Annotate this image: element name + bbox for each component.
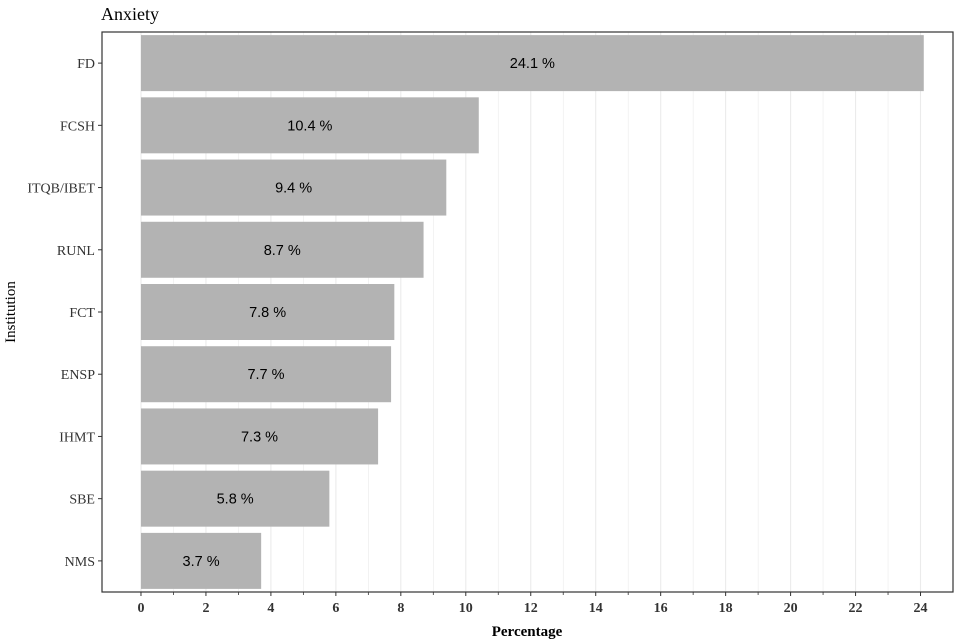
x-tick-label: 0: [137, 601, 144, 616]
bar-fd: [140, 35, 924, 92]
bar-value-label: 7.3 %: [241, 429, 278, 445]
bar-runl: [140, 221, 424, 278]
bar-value-label: 10.4 %: [287, 118, 332, 134]
y-tick-label: IHMT: [59, 430, 95, 445]
x-axis-label: Percentage: [492, 624, 563, 640]
bars: [140, 35, 924, 589]
x-tick-label: 4: [267, 601, 274, 616]
x-tick-label: 12: [524, 601, 538, 616]
bar-value-label: 7.7 %: [247, 367, 284, 383]
x-tick-label: 20: [784, 601, 798, 616]
y-tick-label: ITQB/IBET: [27, 182, 95, 197]
bar-ihmt: [140, 408, 379, 465]
x-tick-label: 14: [589, 601, 603, 616]
bar-itqb-ibet: [140, 159, 447, 216]
bar-ensp: [140, 346, 392, 403]
y-tick-label: FD: [77, 57, 95, 72]
bar-fcsh: [140, 97, 479, 154]
bar-value-label: 7.8 %: [249, 305, 286, 321]
y-tick-label: FCT: [69, 306, 95, 321]
x-axis-ticks: 0 2 4 6 8 10 12 14 16 18 20 22 24: [137, 592, 928, 616]
y-tick-label: SBE: [69, 493, 95, 508]
data-labels: 24.1 % 10.4 % 9.4 % 8.7 % 7.8 % 7.7 % 7.3 % 5.8…: [183, 56, 556, 570]
x-tick-label: 8: [397, 601, 404, 616]
x-tick-label: 6: [332, 601, 339, 616]
x-tick-label: 10: [459, 601, 473, 616]
x-tick-label: 18: [719, 601, 733, 616]
y-tick-label: NMS: [65, 555, 95, 570]
bar-value-label: 5.8 %: [217, 492, 254, 508]
bar-value-label: 8.7 %: [264, 243, 301, 259]
y-axis-label: Institution: [3, 281, 19, 343]
x-tick-label: 16: [654, 601, 668, 616]
bar-fct: [140, 284, 395, 340]
y-tick-label: ENSP: [61, 368, 95, 383]
chart-title: Anxiety: [101, 4, 159, 24]
x-tick-label: 2: [202, 601, 209, 616]
y-tick-label: RUNL: [57, 244, 95, 259]
bar-sbe: [140, 470, 330, 527]
bar-value-label: 24.1 %: [510, 56, 555, 72]
bar-nms: [140, 532, 262, 589]
y-axis-ticks: FD FCSH ITQB/IBET RUNL FCT ENSP IHMT SBE NMS: [27, 57, 102, 570]
bar-value-label: 9.4 %: [275, 181, 312, 197]
x-tick-label: 22: [849, 601, 863, 616]
bar-value-label: 3.7 %: [183, 554, 220, 570]
x-tick-label: 24: [914, 601, 928, 616]
y-tick-label: FCSH: [60, 119, 95, 134]
